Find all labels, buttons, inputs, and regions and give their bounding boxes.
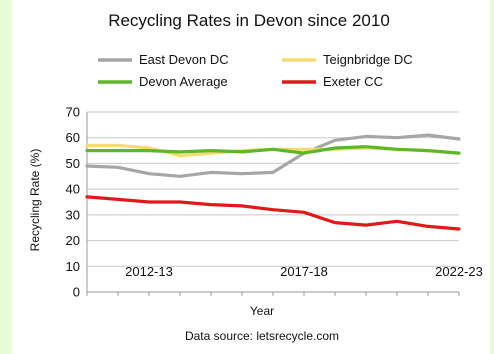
y-axis-label: Recycling Rate (%)	[28, 149, 42, 252]
line-chart: Recycling Rates in Devon since 2010 East…	[28, 11, 483, 343]
series-line-devon-average	[85, 145, 461, 155]
x-axis-ticks: 2012-13 2017-18 2022-23	[86, 264, 483, 296]
x-tick-label: 2012-13	[125, 264, 173, 279]
legend-label: East Devon DC	[139, 52, 229, 67]
legend: East Devon DC Teignbridge DC Devon Average…	[98, 52, 413, 89]
data-source-note: Data source: letsrecycle.com	[185, 329, 339, 343]
series-lines	[85, 133, 461, 231]
y-tick-label: 10	[66, 259, 80, 274]
chart-frame: Recycling Rates in Devon since 2010 East…	[12, 0, 490, 354]
legend-label: Teignbridge DC	[323, 52, 413, 67]
y-tick-label: 20	[66, 233, 80, 248]
chart-title: Recycling Rates in Devon since 2010	[108, 11, 390, 30]
x-tick-label: 2022-23	[435, 264, 483, 279]
y-tick-label: 50	[66, 156, 80, 171]
series-line-exeter-cc	[85, 195, 461, 231]
x-axis-label: Year	[250, 304, 274, 318]
y-tick-label: 70	[66, 105, 80, 120]
y-tick-label: 30	[66, 207, 80, 222]
legend-label: Devon Average	[139, 74, 228, 89]
x-tick-label: 2017-18	[280, 264, 328, 279]
y-tick-label: 60	[66, 130, 80, 145]
y-tick-label: 0	[73, 285, 80, 300]
legend-label: Exeter CC	[323, 74, 383, 89]
series-line-east-devon-dc	[85, 133, 461, 178]
y-axis-ticks: 0 10 20 30 40 50 60 70	[66, 105, 80, 300]
y-tick-label: 40	[66, 182, 80, 197]
